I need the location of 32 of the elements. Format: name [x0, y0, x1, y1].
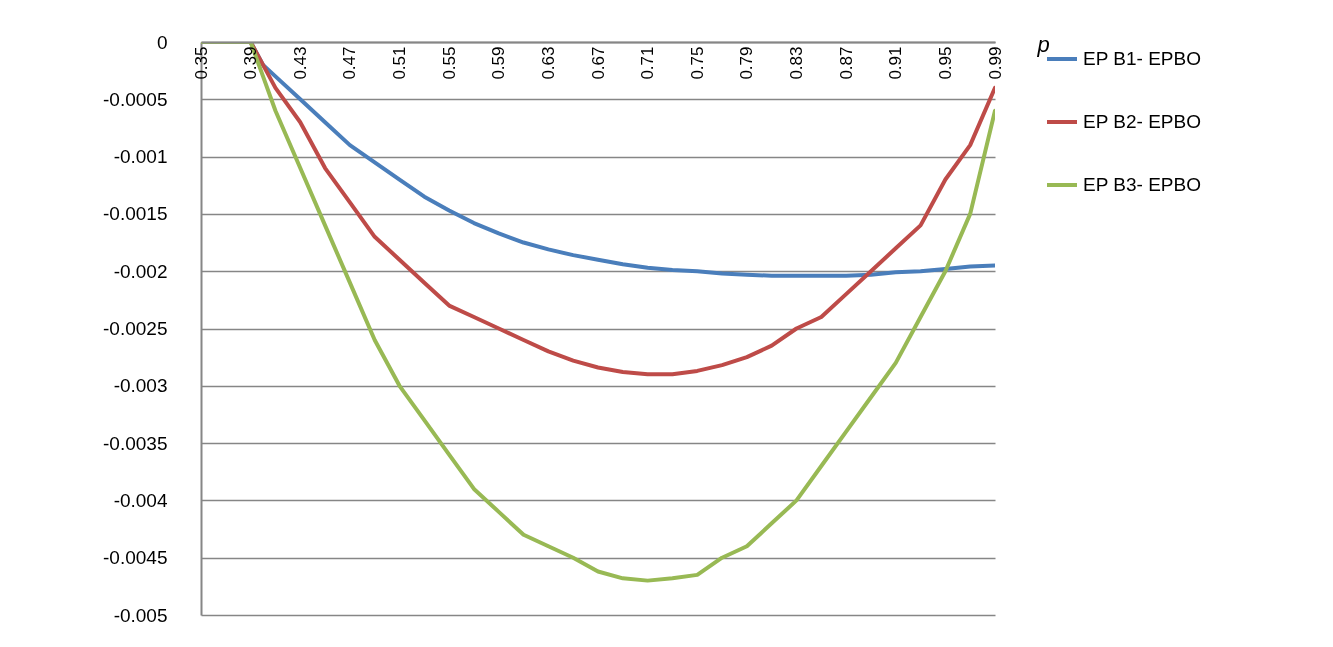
y-tick-label: -0.003 — [113, 375, 168, 397]
x-tick-label: 0.83 — [787, 46, 806, 80]
x-tick-label: 0.39 — [241, 46, 261, 80]
x-tick-label: 0.79 — [737, 46, 757, 80]
y-tick-label: -0.004 — [113, 489, 168, 511]
x-tick-label: 0.55 — [439, 46, 459, 80]
x-tick-label: 0.99 — [985, 46, 1005, 80]
x-tick-label: 0.75 — [687, 46, 707, 80]
x-axis-title: p — [1036, 31, 1050, 57]
y-tick-label: -0.0015 — [103, 203, 168, 225]
x-tick-label: 0.91 — [886, 46, 906, 80]
x-tick-label: 0.67 — [588, 46, 608, 80]
x-tick-label: 0.63 — [538, 46, 558, 80]
legend-label: EP B2- EPBO — [1083, 111, 1201, 132]
y-tick-label: -0.0005 — [103, 88, 168, 110]
x-tick-label: 0.35 — [191, 46, 211, 80]
legend-label: EP B1- EPBO — [1083, 48, 1201, 69]
y-tick-label: -0.005 — [113, 604, 168, 626]
x-tick-label: 0.43 — [290, 46, 310, 80]
y-tick-label: -0.0045 — [103, 547, 168, 569]
legend-label: EP B3- EPBO — [1083, 174, 1201, 195]
y-tick-label: 0 — [156, 31, 168, 53]
y-tick-label: -0.001 — [113, 146, 168, 168]
y-tick-label: -0.0025 — [103, 318, 168, 339]
y-tick-label: -0.002 — [113, 260, 168, 282]
x-tick-label: 0.71 — [638, 46, 658, 80]
y-tick-label: -0.0035 — [103, 432, 168, 454]
x-tick-label: 0.95 — [935, 46, 955, 80]
x-tick-label: 0.47 — [340, 46, 360, 80]
x-tick-label: 0.51 — [390, 46, 409, 80]
x-tick-label: 0.87 — [836, 46, 856, 80]
x-tick-label: 0.59 — [489, 46, 509, 80]
